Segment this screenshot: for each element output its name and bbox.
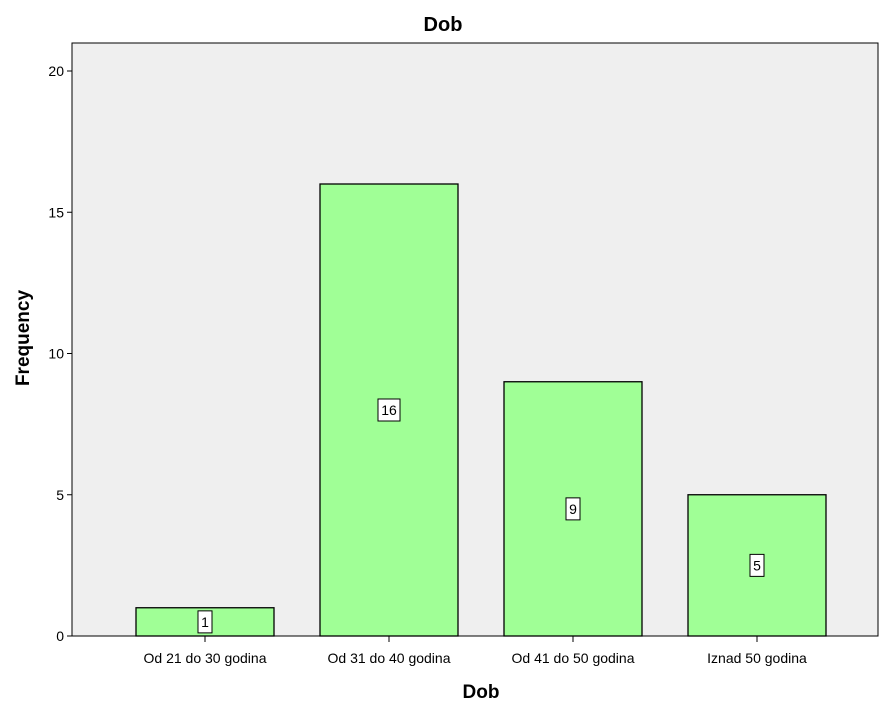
data-label: 5 <box>753 557 761 573</box>
x-tick-label: Od 41 do 50 godina <box>512 650 635 666</box>
y-tick-label: 10 <box>48 346 64 362</box>
x-axis-label: Dob <box>463 682 500 701</box>
data-label-box <box>565 497 581 521</box>
data-label-box <box>377 398 401 422</box>
y-tick-label: 0 <box>56 628 64 644</box>
data-label-box <box>197 610 213 634</box>
data-label: 16 <box>381 402 397 418</box>
x-tick-label: Od 21 do 30 godina <box>144 650 267 666</box>
data-label: 1 <box>201 614 209 630</box>
y-tick-label: 5 <box>56 487 64 503</box>
x-tick-label: Iznad 50 godina <box>707 650 807 666</box>
y-axis: 0 5 10 15 20 <box>48 63 72 644</box>
y-tick-label: 15 <box>48 204 64 220</box>
y-axis-label: Frequency <box>13 290 34 387</box>
data-label: 9 <box>569 501 577 517</box>
x-tick-label: Od 31 do 40 godina <box>328 650 451 666</box>
y-tick-label: 20 <box>48 63 64 79</box>
data-label-box <box>749 553 765 577</box>
bars: 1 16 9 5 <box>135 183 827 637</box>
x-axis: Od 21 do 30 godina Od 31 do 40 godina Od 4… <box>144 636 807 666</box>
chart-title: Dob <box>424 14 463 36</box>
